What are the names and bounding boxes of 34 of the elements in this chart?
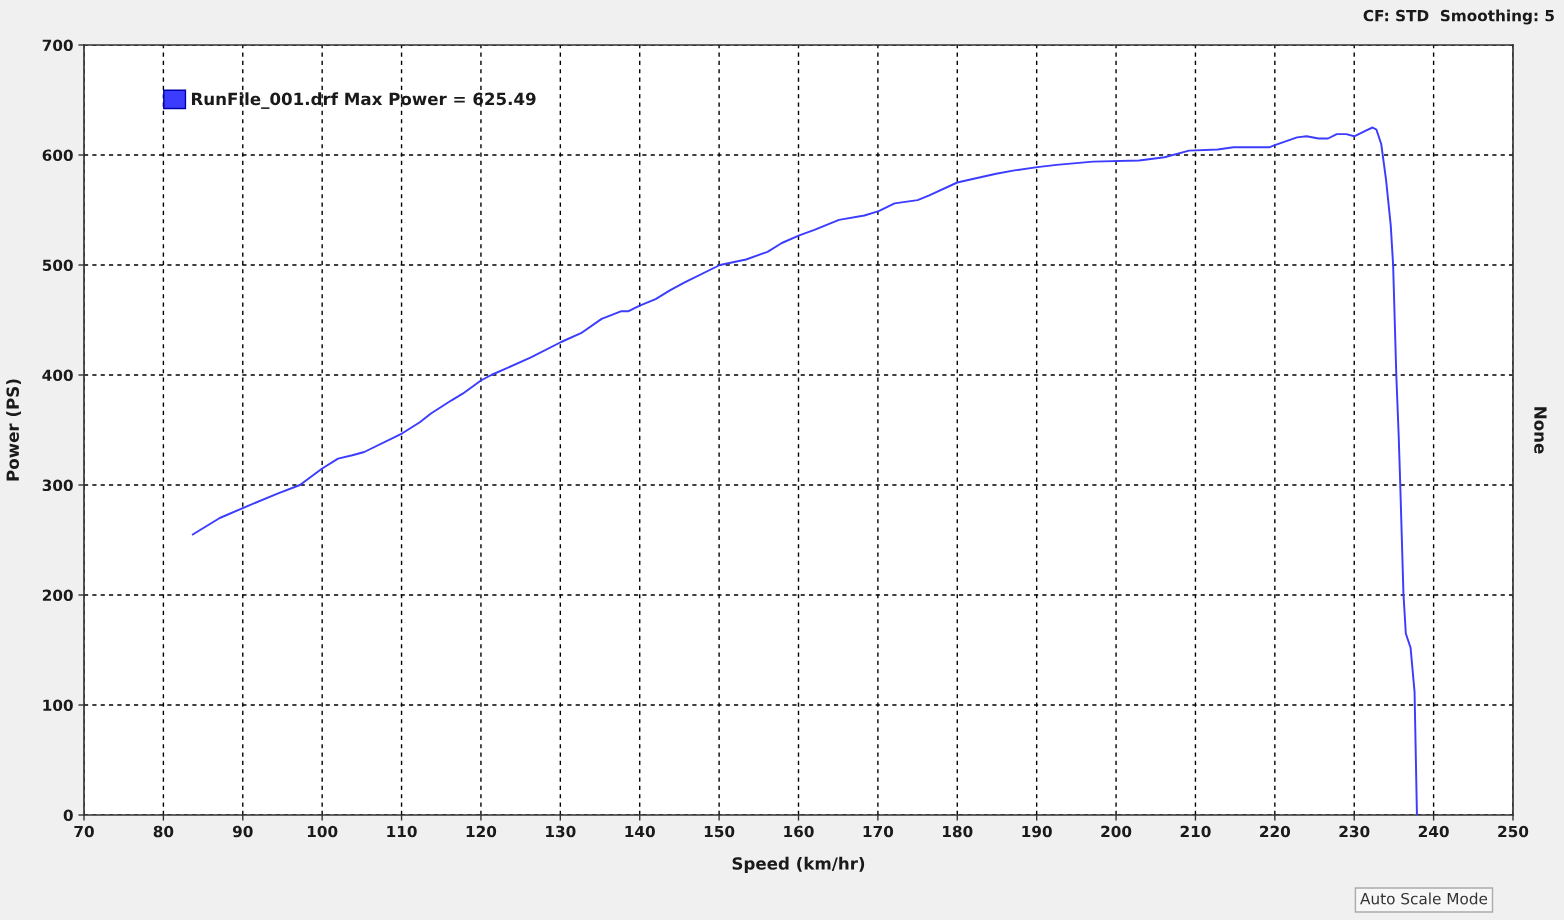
- y-tick-label: 400: [42, 369, 73, 382]
- x-tick-label: 140: [625, 825, 655, 838]
- y2-axis-title: None: [1534, 407, 1547, 454]
- x-tick-label: 210: [1180, 825, 1211, 838]
- x-tick-label: 120: [466, 825, 497, 838]
- x-tick-label: 180: [943, 825, 973, 838]
- x-tick-label: 130: [546, 825, 576, 838]
- x-tick-label: 80: [153, 825, 174, 838]
- x-tick-label: 230: [1339, 825, 1370, 838]
- x-tick-label: 160: [784, 825, 814, 838]
- y-tick-label: 0: [63, 809, 73, 822]
- x-tick-label: 90: [232, 825, 253, 838]
- x-tick-label: 190: [1022, 825, 1052, 838]
- x-tick-label: 240: [1418, 825, 1449, 838]
- y-tick-label: 300: [42, 479, 73, 492]
- x-tick-label: 170: [863, 825, 894, 838]
- x-tick-label: 250: [1498, 825, 1529, 838]
- y-tick-label: 700: [42, 39, 73, 52]
- y-axis-title: Power (PS): [6, 379, 21, 481]
- x-tick-label: 110: [387, 825, 417, 838]
- x-tick-label: 150: [704, 825, 735, 838]
- line-series: [191, 126, 1418, 815]
- chart-subtitle: CF: STD Smoothing: 5: [1363, 9, 1554, 25]
- x-axis-title: Speed (km/hr): [732, 856, 865, 873]
- x-tick-label: 70: [74, 825, 94, 838]
- y-tick-label: 600: [42, 149, 73, 162]
- text: Auto Scale Mode: [1360, 892, 1488, 905]
- y-tick-label: 200: [42, 589, 73, 602]
- legend-label: RunFile_001.drf Max Power = 625.49: [191, 92, 536, 109]
- x-tick-label: 200: [1101, 825, 1132, 838]
- y-tick-label: 100: [43, 699, 73, 712]
- x-tick-label: 220: [1260, 825, 1291, 838]
- y-tick-label: 500: [42, 259, 73, 272]
- x-tick-label: 100: [307, 825, 338, 838]
